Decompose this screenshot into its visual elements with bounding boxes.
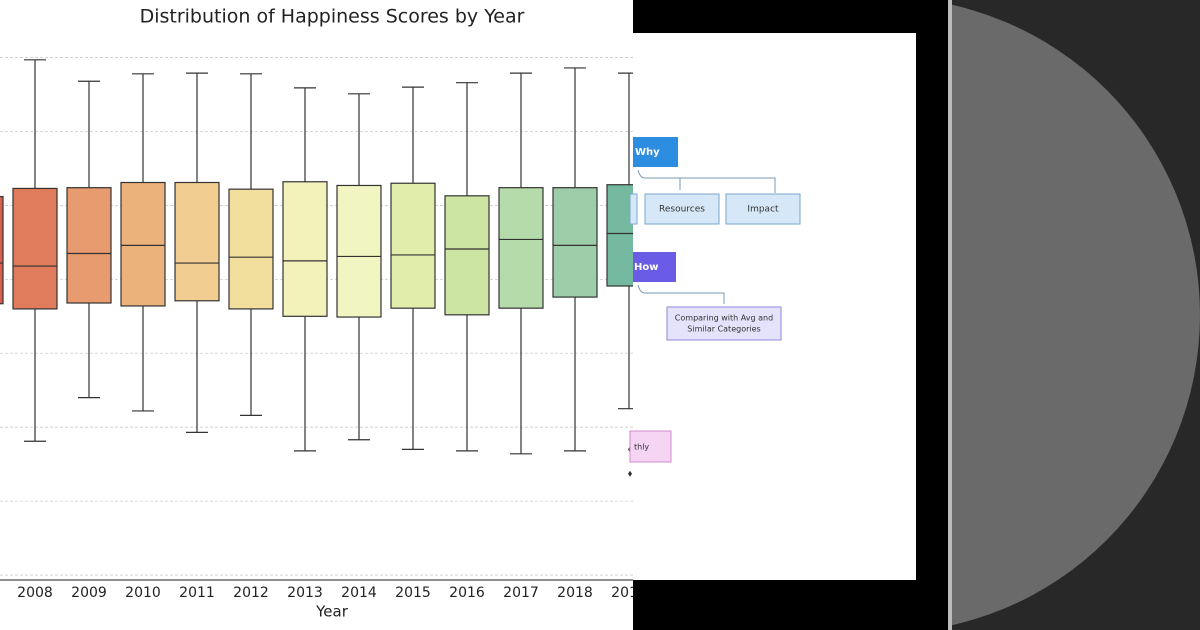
chart: Distribution of Happiness Scores by Year… [0,6,647,621]
diagram: Why Resources Impact How Comparing with … [629,137,801,463]
x-tick-label: 2013 [287,585,323,601]
node-label: Why [635,147,660,158]
box [606,184,633,287]
dark-panel-art [952,4,1200,626]
node [633,252,676,282]
connector [637,284,725,304]
box [282,181,328,317]
x-tick-label: 2015 [395,585,431,601]
box [0,195,4,305]
node-label: How [634,262,658,273]
box [390,182,436,309]
box [336,184,382,318]
node [633,137,678,167]
node-label: Similar Categories [687,325,760,334]
chart-title: Distribution of Happiness Scores by Year [140,6,525,28]
x-tick-label: 2011 [179,585,215,601]
node-label: Comparing with Avg and [675,314,773,323]
node [725,193,801,225]
node [629,193,638,225]
divider [948,0,952,630]
node-label: Impact [747,205,779,215]
x-tick-label: 2012 [233,585,269,601]
node-label: Resources [659,205,705,215]
x-tick-label: 2009 [71,585,107,601]
box [498,187,544,309]
node [644,193,720,225]
x-tick-label: 2017 [503,585,539,601]
node-label: thly [634,443,649,452]
x-tick-label: 2019 [611,585,647,601]
x-axis-label: Year [315,603,349,621]
box [174,181,220,302]
x-tick-label: 2016 [449,585,485,601]
x-tick-label: 2010 [125,585,161,601]
node [666,306,782,341]
x-tick-label: 2008 [17,585,53,601]
box [12,187,58,310]
box [444,195,490,316]
node [629,430,672,463]
box [120,181,166,307]
box [66,187,112,304]
x-tick-label: 2018 [557,585,593,601]
flier [628,470,632,477]
connector [637,169,776,193]
box [228,188,274,310]
circle-shape [952,4,1200,626]
x-tick-label: 2014 [341,585,377,601]
box [552,187,598,298]
